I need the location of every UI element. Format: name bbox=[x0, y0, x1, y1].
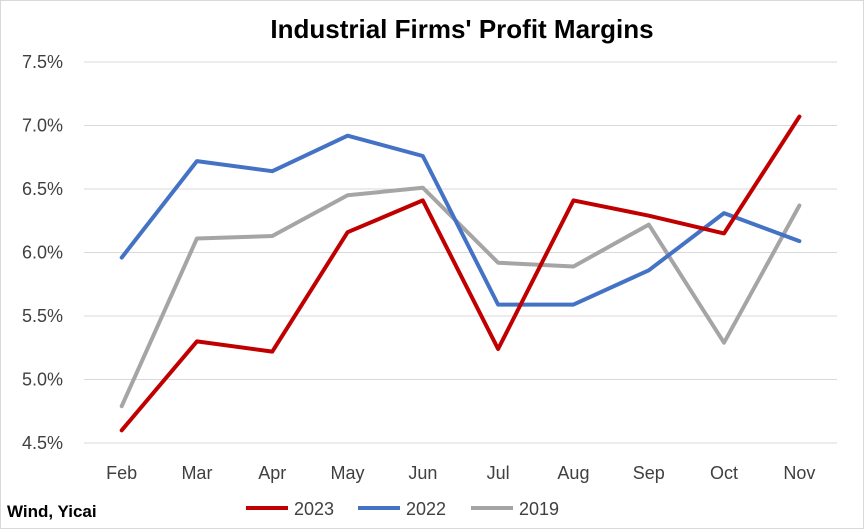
x-tick-label: Mar bbox=[181, 463, 212, 483]
x-tick-label: Jun bbox=[408, 463, 437, 483]
x-tick-label: Oct bbox=[710, 463, 738, 483]
legend: 2023 2022 2019 bbox=[246, 499, 559, 519]
x-tick-label: Jul bbox=[487, 463, 510, 483]
y-tick-label: 6.5% bbox=[22, 179, 63, 199]
chart-title: Industrial Firms' Profit Margins bbox=[270, 14, 653, 44]
x-tick-label: Feb bbox=[106, 463, 137, 483]
y-tick-label: 7.0% bbox=[22, 116, 63, 136]
gridlines bbox=[84, 61, 837, 444]
y-tick-label: 6.0% bbox=[22, 243, 63, 263]
series-line-2022 bbox=[119, 133, 802, 307]
series-line-2023 bbox=[119, 114, 802, 433]
series-lines bbox=[119, 114, 802, 433]
legend-label: 2023 bbox=[294, 499, 334, 519]
x-tick-label: Aug bbox=[557, 463, 589, 483]
series-line-2019 bbox=[119, 185, 802, 409]
y-tick-label: 5.5% bbox=[22, 306, 63, 326]
x-tick-label: Nov bbox=[783, 463, 815, 483]
legend-label: 2022 bbox=[406, 499, 446, 519]
y-tick-label: 4.5% bbox=[22, 433, 63, 453]
source-note: Wind, Yicai bbox=[7, 502, 97, 521]
y-tick-label: 5.0% bbox=[22, 370, 63, 390]
legend-label: 2019 bbox=[519, 499, 559, 519]
y-axis-ticks: 4.5% 5.0% 5.5% 6.0% 6.5% 7.0% 7.5% bbox=[22, 52, 63, 453]
x-tick-label: May bbox=[331, 463, 365, 483]
x-tick-label: Sep bbox=[633, 463, 665, 483]
x-tick-label: Apr bbox=[258, 463, 286, 483]
y-tick-label: 7.5% bbox=[22, 52, 63, 72]
x-axis-ticks: Feb Mar Apr May Jun Jul Aug Sep Oct Nov bbox=[106, 463, 815, 483]
